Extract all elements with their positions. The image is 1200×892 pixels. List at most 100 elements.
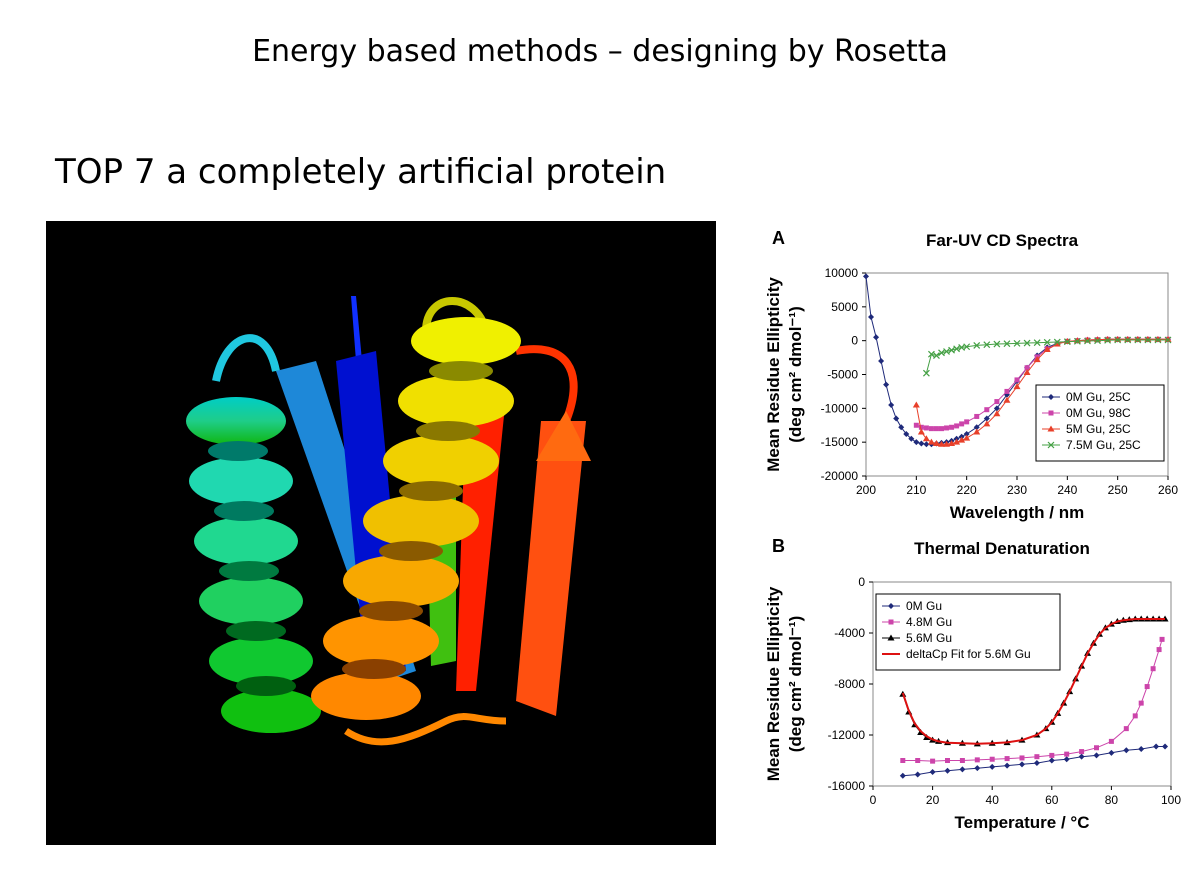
x-tick-label: 230 (1007, 483, 1027, 497)
data-point (873, 334, 880, 341)
chart-title: Far-UV CD Spectra (926, 231, 1079, 250)
data-point (1079, 749, 1085, 755)
data-point (963, 343, 971, 351)
data-point (1104, 336, 1112, 344)
data-point (1019, 755, 1025, 761)
legend-label: 5.6M Gu (906, 631, 952, 645)
data-point (944, 767, 951, 774)
legend-marker (888, 619, 894, 625)
data-point (1023, 368, 1031, 375)
data-point (1078, 753, 1085, 760)
data-point (1093, 752, 1100, 759)
data-point (930, 758, 936, 764)
x-tick-label: 0 (870, 793, 877, 807)
y-tick-label: -4000 (834, 626, 865, 640)
data-point (1024, 365, 1030, 371)
x-tick-label: 80 (1105, 793, 1119, 807)
data-point (913, 439, 920, 446)
data-point (1138, 700, 1144, 706)
data-point (903, 431, 910, 438)
data-point (927, 438, 935, 445)
legend-label: deltaCp Fit for 5.6M Gu (906, 647, 1031, 661)
data-point (993, 405, 1000, 412)
x-axis-label: Wavelength / nm (950, 503, 1084, 522)
data-point (1123, 726, 1129, 732)
y-tick-label: 10000 (825, 266, 859, 280)
data-point (1049, 752, 1055, 758)
y-axis-label-units: (deg cm² dmol⁻¹) (786, 306, 805, 442)
data-point (983, 420, 991, 427)
chart-thermal-denaturation: B Thermal Denaturation 0 -4000 -8000 -12000 -1… (756, 534, 1192, 850)
data-point (913, 422, 919, 428)
data-point (912, 401, 920, 408)
x-tick-label: 250 (1108, 483, 1128, 497)
data-point (1124, 336, 1132, 344)
data-point (974, 413, 980, 419)
data-point (863, 273, 869, 280)
x-tick-label: 100 (1161, 793, 1181, 807)
y-tick-label: -16000 (828, 779, 866, 793)
data-point (868, 313, 875, 320)
data-point (938, 349, 945, 357)
data-point (893, 415, 900, 422)
data-point (953, 438, 961, 445)
data-point (908, 435, 915, 442)
x-tick-label: 220 (957, 483, 977, 497)
data-point (1043, 338, 1051, 346)
legend: 0M Gu 4.8M Gu 5.6M Gu deltaCp Fit for 5.6M … (875, 593, 1061, 671)
slide-title: Energy based methods – designing by Rose… (252, 34, 948, 69)
x-axis-label: Temperature / °C (955, 813, 1090, 832)
data-point (883, 381, 890, 388)
legend-marker (888, 603, 894, 609)
data-point (899, 772, 906, 779)
data-point (1150, 666, 1156, 672)
data-point (1043, 345, 1051, 352)
data-point (928, 426, 934, 432)
legend-label: 5M Gu, 25C (1066, 422, 1131, 436)
data-point (1132, 713, 1138, 719)
y-tick-label: 0 (858, 575, 865, 589)
data-point (923, 425, 929, 431)
data-point (1033, 760, 1040, 767)
data-point (948, 346, 955, 354)
data-point (1004, 762, 1011, 769)
data-point (953, 345, 961, 353)
y-axis-label: Mean Residue Ellipticity (764, 586, 783, 781)
data-point (1114, 336, 1122, 344)
series-0M Gu (899, 743, 1169, 779)
data-point (974, 765, 981, 772)
data-point (993, 340, 1001, 348)
data-point (938, 440, 945, 447)
data-point (1108, 738, 1114, 744)
y-tick-label: 5000 (831, 300, 858, 314)
y-axis-label-units: (deg cm² dmol⁻¹) (786, 616, 805, 752)
data-point (983, 415, 990, 422)
data-point (1003, 340, 1011, 348)
data-point (964, 419, 970, 425)
panel-label: B (772, 536, 785, 556)
data-point (933, 426, 939, 432)
data-point (1014, 377, 1020, 383)
data-point (888, 401, 895, 408)
data-point (1034, 754, 1040, 760)
x-tick-label: 20 (926, 793, 940, 807)
y-tick-label: -8000 (834, 677, 865, 691)
series-deltaCp Fit for 5.6M Gu (901, 618, 1165, 745)
data-point (1053, 340, 1061, 347)
data-point (963, 431, 970, 438)
data-point (1159, 636, 1165, 642)
data-point (878, 357, 885, 364)
chart-b-svg: B Thermal Denaturation 0 -4000 -8000 -12000 -1… (764, 536, 1181, 832)
legend-label: 0M Gu (906, 599, 942, 613)
data-point (923, 441, 930, 448)
protein-structure-image (46, 221, 716, 845)
data-point (973, 424, 980, 431)
chart-a-svg: A Far-UV CD Spectra 10000 5000 0 -5000 -10000 -… (764, 228, 1178, 522)
data-point (922, 369, 930, 377)
legend-marker (1048, 410, 1054, 416)
data-point (1073, 337, 1081, 345)
legend-label: 7.5M Gu, 25C (1066, 438, 1141, 452)
data-point (974, 757, 980, 763)
data-point (933, 352, 940, 359)
y-tick-label: -5000 (827, 368, 858, 382)
